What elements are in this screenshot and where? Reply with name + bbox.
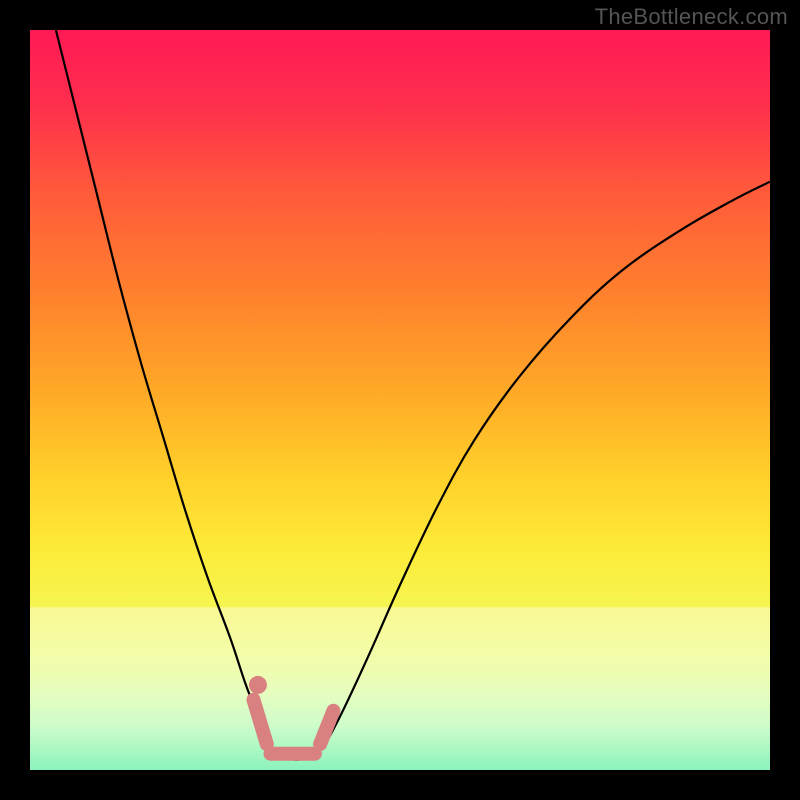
plot-area xyxy=(30,30,770,770)
watermark-text: TheBottleneck.com xyxy=(595,4,788,30)
chart-svg xyxy=(30,30,770,770)
outer-frame: TheBottleneck.com xyxy=(0,0,800,800)
overlay-dot xyxy=(249,676,267,694)
pale-horizontal-band xyxy=(30,607,770,770)
